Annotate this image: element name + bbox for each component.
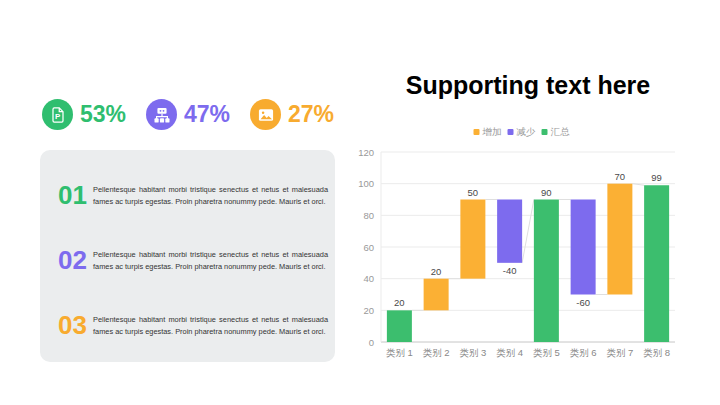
item-text: Pellentesque habitant morbi tristique se…	[93, 184, 328, 207]
list-item: 01 Pellentesque habitant morbi tristique…	[58, 183, 335, 248]
bar-类别 1	[387, 310, 412, 342]
bar-类别 4	[497, 200, 522, 263]
y-tick-label: 20	[363, 305, 374, 316]
y-tick-label: 100	[358, 178, 374, 189]
bar-label: 99	[651, 172, 662, 183]
waterfall-chart: 0 20 40 60 80 100 120 20 类别 1 20 类别 2 50 类别 3 -40 类别 4…	[350, 122, 716, 372]
bar-类别 3	[460, 200, 485, 279]
y-tick-label: 60	[363, 242, 374, 253]
stat-structure: 47%	[146, 99, 230, 130]
x-category-label: 类别 2	[423, 347, 450, 358]
bar-类别 6	[571, 200, 596, 295]
bar-label: 70	[615, 171, 626, 182]
document-icon: P	[42, 99, 73, 130]
image-icon	[250, 99, 281, 130]
legend-swatch	[508, 129, 514, 135]
legend-swatch	[474, 129, 480, 135]
bar-label: -60	[576, 297, 590, 308]
y-tick-label: 0	[369, 337, 374, 348]
stat-images: 27%	[250, 99, 334, 130]
bar-label: 20	[394, 297, 405, 308]
x-category-label: 类别 7	[606, 347, 633, 358]
sitemap-icon	[146, 99, 177, 130]
x-category-label: 类别 4	[496, 347, 523, 358]
bar-label: 50	[468, 187, 479, 198]
list-item: 03 Pellentesque habitant morbi tristique…	[58, 313, 335, 378]
stat-value: 53%	[80, 101, 126, 128]
legend-swatch	[542, 129, 548, 135]
x-category-label: 类别 6	[570, 347, 597, 358]
text-panel: 01 Pellentesque habitant morbi tristique…	[40, 150, 335, 362]
x-category-label: 类别 8	[643, 347, 670, 358]
legend-label: 汇总	[551, 126, 571, 137]
bar-label: 20	[431, 266, 442, 277]
bar-类别 7	[607, 184, 632, 295]
bar-label: -40	[503, 265, 517, 276]
bar-label: 90	[541, 187, 552, 198]
y-tick-label: 40	[363, 273, 374, 284]
y-tick-label: 80	[363, 210, 374, 221]
bar-类别 2	[424, 279, 449, 311]
item-text: Pellentesque habitant morbi tristique se…	[93, 249, 328, 272]
connector-line	[522, 200, 534, 263]
x-category-label: 类别 1	[386, 347, 413, 358]
item-text: Pellentesque habitant morbi tristique se…	[93, 314, 328, 337]
item-number: 03	[58, 313, 88, 337]
stat-documents: P 53%	[42, 99, 126, 130]
legend-label: 增加	[482, 126, 502, 137]
page-title: Supporting text here	[355, 71, 701, 100]
bar-类别 8	[644, 185, 669, 342]
list-item: 02 Pellentesque habitant morbi tristique…	[58, 248, 335, 313]
bar-类别 5	[534, 200, 559, 343]
item-number: 01	[58, 183, 88, 207]
svg-text:P: P	[55, 111, 60, 120]
y-tick-label: 120	[358, 147, 374, 158]
stat-value: 27%	[288, 101, 334, 128]
x-category-label: 类别 3	[459, 347, 486, 358]
item-number: 02	[58, 248, 88, 272]
stat-value: 47%	[184, 101, 230, 128]
legend-label: 减少	[517, 126, 537, 137]
x-category-label: 类别 5	[533, 347, 560, 358]
